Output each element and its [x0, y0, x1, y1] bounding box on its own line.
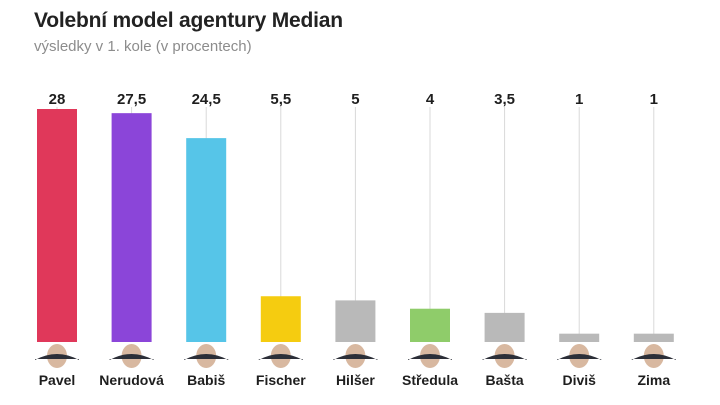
candidate-portrait: [333, 344, 378, 368]
candidate-portrait: [258, 344, 303, 368]
chart-title: Volební model agentury Median: [34, 9, 343, 32]
candidate-portrait: [557, 344, 602, 368]
value-label-nerudová: 27,5: [117, 91, 146, 108]
bar-zima: [633, 333, 674, 342]
value-label-pavel: 28: [49, 91, 66, 108]
bar-group-hilšer: 5 Hilšer: [333, 91, 378, 388]
bar-group-bašta: 3,5 Bašta: [482, 91, 527, 388]
candidate-portrait: [631, 344, 676, 368]
bar-babiš: [186, 138, 227, 342]
category-label-pavel: Pavel: [39, 372, 76, 388]
category-label-hilšer: Hilšer: [336, 372, 375, 388]
value-label-středula: 4: [426, 91, 435, 108]
candidate-portrait: [482, 344, 527, 368]
portrait-shoulders: [557, 354, 602, 360]
bar-hilšer: [335, 300, 376, 342]
bar-diviš: [559, 333, 600, 342]
value-label-zima: 1: [650, 91, 658, 108]
category-label-diviš: Diviš: [562, 372, 596, 388]
value-label-babiš: 24,5: [192, 91, 221, 108]
portrait-shoulders: [408, 354, 452, 360]
candidate-portrait: [184, 344, 229, 368]
bar-pavel: [37, 109, 77, 342]
category-label-zima: Zima: [637, 372, 670, 388]
bar-group-fischer: 5,5 Fischer: [256, 91, 306, 388]
bar-bašta: [484, 312, 525, 342]
portrait-shoulders: [482, 354, 527, 360]
bar-fischer: [260, 296, 301, 342]
bar-nerudová: [111, 113, 152, 343]
candidate-portrait: [109, 344, 154, 368]
chart-subtitle: výsledky v 1. kole (v procentech): [34, 38, 252, 55]
category-label-bašta: Bašta: [486, 372, 524, 388]
bar-středula: [410, 308, 450, 342]
value-label-hilšer: 5: [351, 91, 359, 108]
value-label-bašta: 3,5: [494, 91, 515, 108]
bar-group-diviš: 1 Diviš: [557, 91, 602, 388]
portrait-shoulders: [333, 354, 378, 360]
portrait-shoulders: [109, 354, 154, 360]
bar-group-středula: 4 Středula: [402, 91, 458, 388]
category-label-fischer: Fischer: [256, 372, 306, 388]
portrait-shoulders: [35, 354, 79, 360]
value-label-diviš: 1: [575, 91, 583, 108]
category-label-středula: Středula: [402, 372, 458, 388]
bar-group-pavel: 28 Pavel: [35, 91, 79, 388]
portrait-shoulders: [631, 354, 676, 360]
bar-group-babiš: 24,5 Babiš: [184, 91, 229, 388]
value-label-fischer: 5,5: [270, 91, 291, 108]
bar-group-zima: 1 Zima: [631, 91, 676, 388]
category-label-nerudová: Nerudová: [99, 372, 164, 388]
portrait-shoulders: [184, 354, 229, 360]
bar-group-nerudová: 27,5 Nerudová: [99, 91, 164, 388]
category-label-babiš: Babiš: [187, 372, 225, 388]
portrait-shoulders: [258, 354, 303, 360]
candidate-portrait: [35, 344, 79, 368]
candidate-portrait: [408, 344, 452, 368]
